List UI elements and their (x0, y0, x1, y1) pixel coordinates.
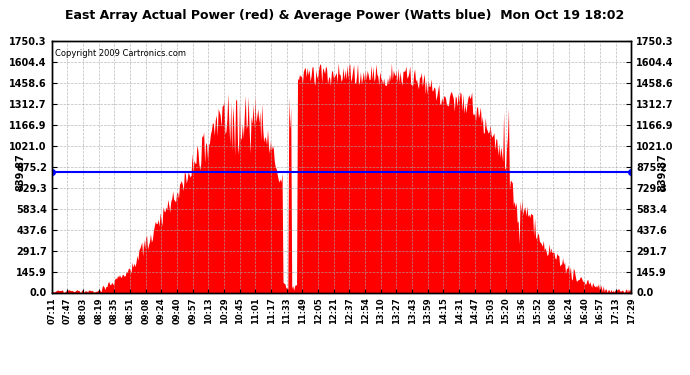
Text: 839.87: 839.87 (16, 153, 26, 191)
Text: Copyright 2009 Cartronics.com: Copyright 2009 Cartronics.com (55, 49, 186, 58)
Text: East Array Actual Power (red) & Average Power (Watts blue)  Mon Oct 19 18:02: East Array Actual Power (red) & Average … (66, 9, 624, 22)
Text: 839.87: 839.87 (658, 153, 667, 191)
